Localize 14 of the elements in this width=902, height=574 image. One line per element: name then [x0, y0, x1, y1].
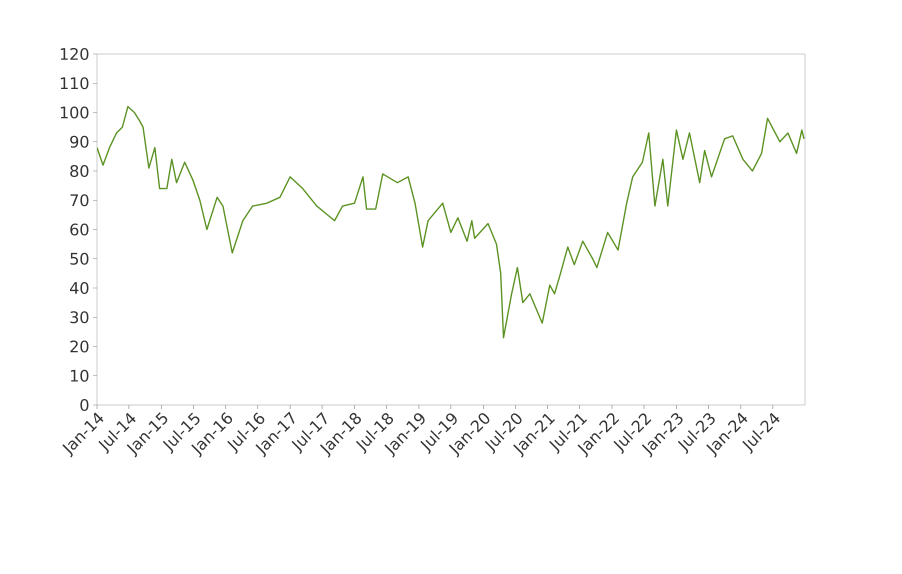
- y-tick-label: 50: [70, 252, 88, 265]
- y-tick-label: 30: [70, 311, 88, 324]
- y-tick-label: 40: [70, 282, 88, 294]
- y-tick-label: 110: [60, 77, 88, 90]
- y-tick-label: 20: [70, 340, 88, 353]
- line-series: [97, 106, 805, 338]
- y-tick-label: 90: [70, 136, 88, 148]
- y-tick-label: 10: [70, 370, 88, 382]
- y-tick-label: 60: [70, 223, 88, 236]
- y-tick-label: 120: [60, 48, 88, 60]
- y-tick-label: 70: [70, 194, 88, 206]
- y-tick-label: 100: [60, 106, 88, 119]
- y-tick-label: 0: [80, 398, 88, 412]
- y-tick-label: 80: [70, 164, 88, 178]
